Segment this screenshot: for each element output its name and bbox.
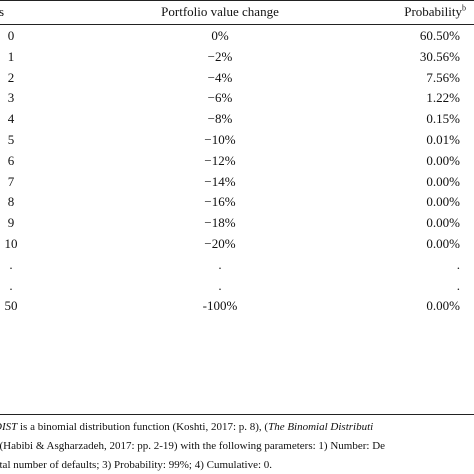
cell-defaults: 1 <box>7 48 15 64</box>
cell-defaults: 10 <box>4 236 18 251</box>
footnote-line-1-text: is a binomial distribution function (Kos… <box>17 421 269 433</box>
cell-portfolio-value-change: −14% <box>204 173 236 189</box>
cell-defaults: . <box>9 277 13 293</box>
table-row: ... <box>0 257 474 277</box>
cell-defaults: . <box>9 256 13 272</box>
footnote-dist-term: DIST <box>0 421 18 433</box>
cell-probability: . <box>456 256 460 272</box>
table-row: ... <box>0 278 474 298</box>
table-row: 6 −12% 0.00% <box>0 153 474 173</box>
cell-probability: 1.22% <box>426 90 460 106</box>
cell-probability: 60.50% <box>419 28 460 43</box>
header-portfolio-value-change: Portfolio value change <box>161 4 279 19</box>
cell-defaults: 0 <box>7 28 15 43</box>
header-probability-footnote-mark: b <box>462 3 466 13</box>
table-row: 1 −2% 30.56% <box>0 49 474 69</box>
cell-probability: 0.01% <box>426 132 460 147</box>
cell-portfolio-value-change: −10% <box>204 132 236 147</box>
cell-portfolio-value-change: −18% <box>204 215 236 231</box>
table-row: 10 −20% 0.00% <box>0 236 474 256</box>
cell-defaults: 4 <box>7 111 15 127</box>
cell-portfolio-value-change: -100% <box>202 298 238 314</box>
cell-probability: 0.00% <box>426 215 460 231</box>
cell-defaults: 9 <box>7 215 15 231</box>
cell-portfolio-value-change: . <box>218 277 222 293</box>
cell-portfolio-value-change: −12% <box>204 152 236 168</box>
cell-defaults: 5 <box>7 132 15 147</box>
header-probability-text: Probability <box>404 4 462 19</box>
footnote-line-3: otal number of defaults; 3) Probability:… <box>0 459 273 471</box>
cell-defaults: 7 <box>7 173 15 189</box>
cell-defaults: 2 <box>7 69 15 85</box>
cell-probability: 0.15% <box>426 111 460 127</box>
cell-probability: 30.56% <box>419 48 460 64</box>
cell-portfolio-value-change: −8% <box>207 111 233 127</box>
cell-defaults: 8 <box>7 194 15 210</box>
cell-probability: 0.00% <box>426 152 460 168</box>
cell-probability: 0.00% <box>426 236 460 251</box>
table-row: 4 −8% 0.15% <box>0 111 474 131</box>
cell-probability: . <box>456 277 460 293</box>
cell-probability: 0.00% <box>426 298 460 314</box>
table-row: 9 −18% 0.00% <box>0 215 474 235</box>
footnote-line-2: , (Habibi & Asgharzadeh, 2017: pp. 2-19)… <box>0 440 386 452</box>
cell-defaults: 6 <box>7 152 15 168</box>
table-row: 3 −6% 1.22% <box>0 90 474 110</box>
cell-portfolio-value-change: . <box>218 256 222 272</box>
cell-portfolio-value-change: −6% <box>207 90 233 106</box>
table-row: 2 −4% 7.56% <box>0 70 474 90</box>
cell-probability: 7.56% <box>426 69 460 85</box>
cell-portfolio-value-change: −20% <box>204 236 236 251</box>
cell-probability: 0.00% <box>426 194 460 210</box>
cell-defaults: 50 <box>4 298 18 314</box>
cell-portfolio-value-change: −2% <box>207 48 233 64</box>
table-top-rule <box>0 0 474 1</box>
table-bottom-rule <box>0 414 474 415</box>
table-row: 0 0% 60.50% <box>0 28 474 48</box>
cell-probability: 0.00% <box>426 173 460 189</box>
table-row: 8 −16% 0.00% <box>0 194 474 214</box>
cell-portfolio-value-change: −4% <box>207 69 233 85</box>
header-defaults: Defaults <box>0 4 5 19</box>
footnote-source-title: The Binomial Distributi <box>268 421 374 433</box>
footnote-line-1: DIST is a binomial distribution function… <box>0 418 474 436</box>
cell-portfolio-value-change: −16% <box>204 194 236 210</box>
cell-defaults: 3 <box>7 90 15 106</box>
table-header-rule <box>0 24 474 25</box>
cell-portfolio-value-change: 0% <box>211 28 229 43</box>
table-row: 5 −10% 0.01% <box>0 132 474 152</box>
table-row: 7 −14% 0.00% <box>0 174 474 194</box>
header-probability: Probabilityb <box>360 4 466 20</box>
table-body: 0 0% 60.50% 1 −2% 30.56% 2 −4% 7.56% 3 −6% 1.22% 4 −8… <box>0 28 474 318</box>
table-row: 50 -100% 0.00% <box>0 298 474 318</box>
